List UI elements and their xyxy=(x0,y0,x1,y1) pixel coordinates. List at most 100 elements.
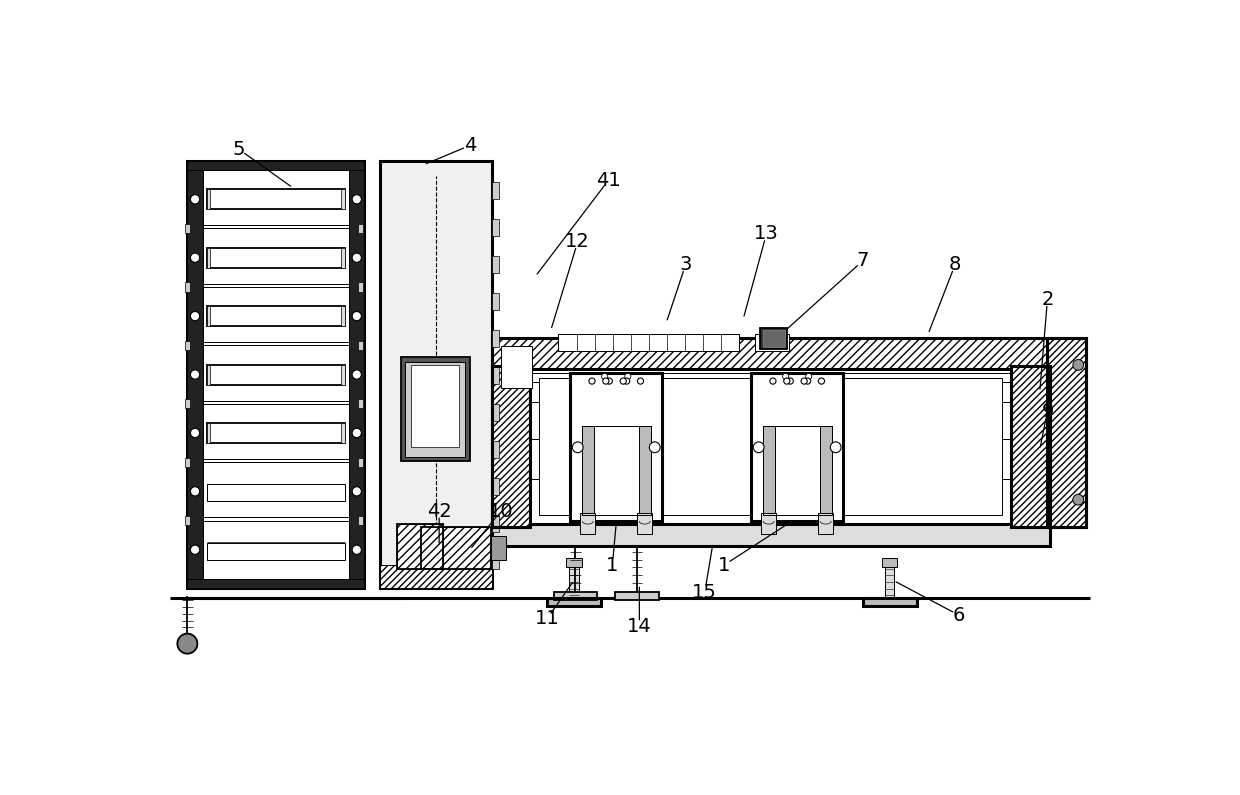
Circle shape xyxy=(352,312,361,320)
Bar xyxy=(501,346,532,388)
Bar xyxy=(491,366,1050,526)
Bar xyxy=(491,536,506,560)
Bar xyxy=(539,378,1002,515)
Bar xyxy=(761,513,776,534)
Text: 2: 2 xyxy=(1042,290,1054,309)
Bar xyxy=(405,362,465,456)
Bar xyxy=(207,189,211,209)
Bar xyxy=(341,306,345,326)
Bar xyxy=(491,366,529,526)
Bar xyxy=(412,365,459,448)
Bar xyxy=(207,365,211,385)
Circle shape xyxy=(191,312,200,320)
Bar xyxy=(491,219,500,236)
Bar xyxy=(637,513,652,534)
Circle shape xyxy=(601,374,608,379)
Circle shape xyxy=(606,378,613,384)
Bar xyxy=(341,365,345,385)
Circle shape xyxy=(620,378,626,384)
Bar xyxy=(358,341,363,350)
Circle shape xyxy=(352,487,361,496)
Text: 8: 8 xyxy=(949,255,961,274)
Text: 41: 41 xyxy=(596,171,621,189)
Bar xyxy=(379,161,491,588)
Circle shape xyxy=(573,442,583,452)
Text: 10: 10 xyxy=(489,502,513,521)
Bar xyxy=(570,374,662,522)
Bar xyxy=(491,366,529,526)
Bar xyxy=(547,598,601,606)
Circle shape xyxy=(782,374,789,379)
Bar xyxy=(401,357,470,461)
Circle shape xyxy=(625,374,631,379)
Bar xyxy=(379,565,491,588)
Bar xyxy=(491,441,500,458)
Bar xyxy=(185,457,190,467)
Text: 12: 12 xyxy=(565,232,590,251)
Bar xyxy=(207,365,345,385)
Bar xyxy=(187,161,365,170)
Text: 14: 14 xyxy=(627,617,652,636)
Text: 1: 1 xyxy=(718,556,730,575)
Bar xyxy=(491,404,500,421)
Bar xyxy=(863,598,916,606)
Circle shape xyxy=(806,374,812,379)
Bar xyxy=(882,558,898,568)
Bar xyxy=(569,564,579,598)
Circle shape xyxy=(352,370,361,379)
Circle shape xyxy=(805,378,811,384)
Circle shape xyxy=(770,378,776,384)
Bar xyxy=(187,161,203,588)
Circle shape xyxy=(352,253,361,262)
Bar xyxy=(491,524,1050,546)
Bar xyxy=(185,341,190,350)
Circle shape xyxy=(589,378,595,384)
Bar xyxy=(547,598,601,606)
Bar xyxy=(207,543,345,560)
Bar xyxy=(491,367,500,384)
Text: 7: 7 xyxy=(857,251,869,270)
Bar xyxy=(567,558,582,568)
Bar xyxy=(1048,338,1086,526)
Bar xyxy=(554,592,596,599)
Circle shape xyxy=(191,545,200,554)
Circle shape xyxy=(352,545,361,554)
Bar xyxy=(491,182,500,200)
Circle shape xyxy=(191,370,200,379)
Bar xyxy=(491,515,500,532)
Bar xyxy=(207,484,345,502)
Bar xyxy=(358,457,363,467)
Bar xyxy=(185,224,190,233)
Text: 6: 6 xyxy=(952,606,965,625)
Circle shape xyxy=(784,378,790,384)
Bar xyxy=(491,338,1050,369)
Bar xyxy=(751,374,843,522)
Circle shape xyxy=(352,195,361,204)
Bar xyxy=(639,426,651,515)
Bar xyxy=(207,189,345,209)
Bar xyxy=(358,399,363,409)
Bar xyxy=(422,526,491,569)
Circle shape xyxy=(191,487,200,496)
Bar xyxy=(760,328,787,350)
Bar xyxy=(1012,366,1050,526)
Bar xyxy=(1012,366,1050,526)
Bar xyxy=(185,399,190,409)
Bar xyxy=(207,423,211,443)
Bar xyxy=(491,256,500,273)
Circle shape xyxy=(603,378,609,384)
Bar xyxy=(207,423,345,443)
Text: 42: 42 xyxy=(427,502,451,521)
Bar xyxy=(207,248,345,268)
Circle shape xyxy=(818,378,825,384)
Circle shape xyxy=(1073,359,1084,370)
Text: 5: 5 xyxy=(233,140,246,159)
Bar xyxy=(397,524,443,569)
Bar xyxy=(491,552,500,569)
Text: 15: 15 xyxy=(692,583,717,602)
Text: 1: 1 xyxy=(606,556,619,575)
Circle shape xyxy=(177,634,197,653)
Bar xyxy=(422,526,491,569)
Bar xyxy=(763,330,785,347)
Bar xyxy=(358,516,363,525)
